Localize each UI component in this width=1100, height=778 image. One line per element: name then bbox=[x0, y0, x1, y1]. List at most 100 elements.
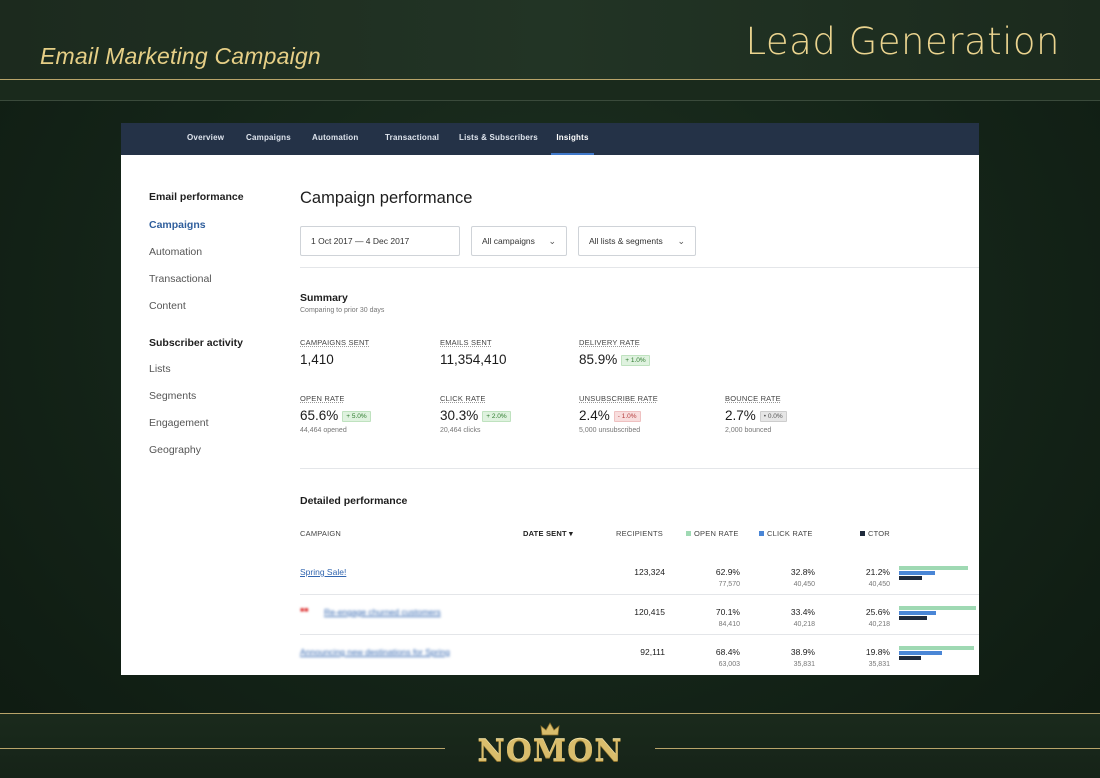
clicks-count: 40,218 bbox=[793, 621, 815, 628]
row-divider bbox=[300, 594, 979, 595]
column-header-click-rate[interactable]: CLICK RATE bbox=[759, 529, 813, 538]
date-range-value: 1 Oct 2017 — 4 Dec 2017 bbox=[311, 236, 410, 246]
ctor-label: CTOR bbox=[868, 529, 890, 538]
divider bbox=[300, 468, 979, 469]
ctor-value: 21.2% bbox=[865, 567, 890, 577]
sidebar-item-lists[interactable]: Lists bbox=[149, 363, 171, 375]
recipients-value: 92,111 bbox=[640, 647, 665, 657]
brand-logo: NOMON bbox=[470, 722, 630, 772]
divider bbox=[300, 267, 979, 268]
page-title: Campaign performance bbox=[300, 189, 473, 207]
metric-open-rate: OPEN RATE 65.6% + 5.0% 44,464 opened bbox=[300, 394, 440, 434]
metric-emails-sent: EMAILS SENT 11,354,410 bbox=[440, 338, 580, 367]
footer-divider bbox=[0, 713, 1100, 714]
metric-note: 44,464 opened bbox=[300, 427, 347, 434]
date-range-picker[interactable]: 1 Oct 2017 — 4 Dec 2017 bbox=[300, 226, 460, 256]
header-divider bbox=[0, 79, 1100, 80]
metric-value-text: 2.7% bbox=[725, 408, 756, 423]
tab-overview[interactable]: Overview bbox=[187, 133, 225, 142]
campaigns-select[interactable]: All campaigns ⌄ bbox=[471, 226, 567, 256]
sidebar-heading-email-performance: Email performance bbox=[149, 191, 244, 203]
change-badge: - 1.0% bbox=[613, 411, 641, 422]
metric-value-text: 2.4% bbox=[579, 408, 610, 423]
ctor-legend-swatch bbox=[860, 531, 865, 536]
clicks-count: 40,450 bbox=[793, 581, 815, 588]
ctor-value: 25.6% bbox=[865, 607, 890, 617]
metric-note: 20,464 clicks bbox=[440, 427, 481, 434]
metric-label: BOUNCE RATE bbox=[725, 394, 781, 403]
metric-note: 2,000 bounced bbox=[725, 427, 772, 434]
column-header-date-sent[interactable]: DATE SENT ▾ bbox=[523, 529, 573, 538]
ctor-count: 35,831 bbox=[868, 661, 890, 668]
metric-label: OPEN RATE bbox=[300, 394, 345, 403]
slide-header bbox=[0, 0, 1100, 80]
tab-transactional[interactable]: Transactional bbox=[385, 133, 440, 142]
click-rate-bar bbox=[899, 651, 942, 655]
header-divider-lower bbox=[0, 100, 1100, 101]
metric-value: 1,410 bbox=[300, 352, 334, 367]
row-divider bbox=[300, 634, 979, 635]
click-rate-value: 32.8% bbox=[790, 567, 815, 577]
table-row[interactable]: Spring Sale! 123,324 62.9% 77,570 32.8% … bbox=[300, 561, 979, 601]
campaign-link[interactable]: Spring Sale! bbox=[300, 567, 347, 577]
sidebar-item-segments[interactable]: Segments bbox=[149, 390, 197, 402]
slide-subtitle: Email Marketing Campaign bbox=[40, 43, 321, 69]
column-header-recipients[interactable]: RECIPIENTS bbox=[616, 529, 664, 538]
recipients-value: 123,324 bbox=[634, 567, 665, 577]
metric-value: 85.9% + 1.0% bbox=[579, 352, 719, 367]
chevron-down-icon: ⌄ bbox=[677, 236, 685, 246]
metric-value: 65.6% + 5.0% bbox=[300, 408, 440, 423]
sidebar-item-campaigns[interactable]: Campaigns bbox=[149, 219, 206, 231]
column-header-ctor[interactable]: CTOR bbox=[860, 529, 890, 538]
campaign-link[interactable]: Re-engage churned customers bbox=[324, 607, 441, 617]
recipients-value: 120,415 bbox=[634, 607, 665, 617]
click-rate-bar bbox=[899, 571, 935, 575]
column-header-open-rate[interactable]: OPEN RATE bbox=[686, 529, 739, 538]
opens-count: 77,570 bbox=[718, 581, 740, 588]
open-rate-bar bbox=[899, 646, 974, 650]
summary-title: Summary bbox=[300, 292, 348, 304]
metric-click-rate: CLICK RATE 30.3% + 2.0% 20,464 clicks bbox=[440, 394, 580, 434]
metric-note: 5,000 unsubscribed bbox=[579, 427, 641, 434]
main-content: Campaign performance 1 Oct 2017 — 4 Dec … bbox=[300, 123, 979, 675]
table-row[interactable]: Announcing new destinations for Spring 9… bbox=[300, 641, 979, 675]
opens-count: 63,003 bbox=[718, 661, 740, 668]
sidebar-heading-subscriber-activity: Subscriber activity bbox=[149, 337, 243, 349]
click-legend-swatch bbox=[759, 531, 764, 536]
open-rate-value: 68.4% bbox=[715, 647, 740, 657]
campaign-link[interactable]: Announcing new destinations for Spring bbox=[300, 647, 450, 657]
open-rate-bar bbox=[899, 606, 976, 610]
metric-value: 11,354,410 bbox=[440, 352, 507, 367]
table-row[interactable]: ■■ Re-engage churned customers 120,415 7… bbox=[300, 601, 979, 641]
footer-rule-left bbox=[0, 748, 445, 749]
metric-label: CAMPAIGNS SENT bbox=[300, 338, 370, 347]
top-navigation: Overview Campaigns Automation Transactio… bbox=[121, 123, 979, 155]
metric-label: DELIVERY RATE bbox=[579, 338, 640, 347]
sidebar-item-content[interactable]: Content bbox=[149, 300, 186, 312]
lists-segments-select[interactable]: All lists & segments ⌄ bbox=[578, 226, 696, 256]
tab-campaigns[interactable]: Campaigns bbox=[246, 133, 291, 142]
app-screenshot: Overview Campaigns Automation Transactio… bbox=[121, 123, 979, 675]
sidebar-item-automation[interactable]: Automation bbox=[149, 246, 203, 258]
column-header-campaign[interactable]: CAMPAIGN bbox=[300, 529, 342, 538]
tab-lists-subscribers[interactable]: Lists & Subscribers bbox=[459, 133, 538, 142]
ctor-value: 19.8% bbox=[865, 647, 890, 657]
sidebar-item-geography[interactable]: Geography bbox=[149, 444, 201, 456]
metric-label: CLICK RATE bbox=[440, 394, 486, 403]
metric-value: 2.7% • 0.0% bbox=[725, 408, 865, 423]
open-rate-bar bbox=[899, 566, 968, 570]
metric-value: 30.3% + 2.0% bbox=[440, 408, 580, 423]
click-rate-value: 33.4% bbox=[790, 607, 815, 617]
sidebar-item-engagement[interactable]: Engagement bbox=[149, 417, 209, 429]
sidebar-item-transactional[interactable]: Transactional bbox=[149, 273, 212, 285]
tab-insights[interactable]: Insights bbox=[551, 123, 594, 155]
header-band bbox=[0, 80, 1100, 100]
metric-bounce-rate: BOUNCE RATE 2.7% • 0.0% 2,000 bounced bbox=[725, 394, 865, 434]
metric-unsubscribe-rate: UNSUBSCRIBE RATE 2.4% - 1.0% 5,000 unsubs… bbox=[579, 394, 719, 434]
tab-automation[interactable]: Automation bbox=[312, 133, 359, 142]
ctor-bar bbox=[899, 616, 927, 620]
open-rate-value: 62.9% bbox=[715, 567, 740, 577]
open-rate-value: 70.1% bbox=[715, 607, 740, 617]
opens-count: 84,410 bbox=[718, 621, 740, 628]
clicks-count: 35,831 bbox=[793, 661, 815, 668]
